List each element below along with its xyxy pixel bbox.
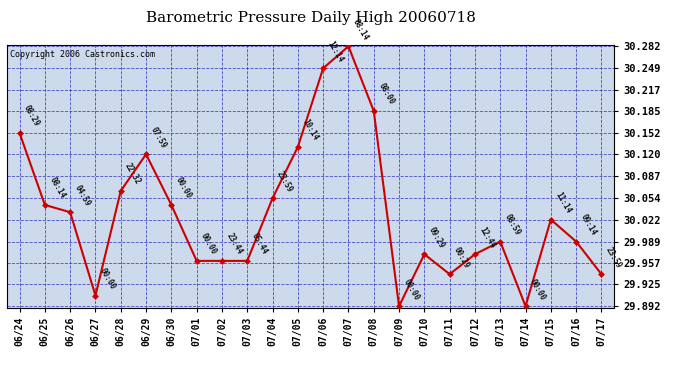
Text: 08:00: 08:00: [376, 82, 395, 106]
Text: 00:00: 00:00: [174, 176, 193, 200]
Text: Copyright 2006 Castronics.com: Copyright 2006 Castronics.com: [10, 50, 155, 59]
Text: 23:59: 23:59: [604, 245, 623, 270]
Text: 07:59: 07:59: [148, 125, 168, 150]
Text: 00:00: 00:00: [199, 232, 219, 256]
Text: 00:00: 00:00: [98, 267, 117, 291]
Text: 04:59: 04:59: [72, 183, 92, 208]
Text: 12:44: 12:44: [477, 225, 497, 250]
Text: 23:59: 23:59: [275, 169, 295, 194]
Text: 09:29: 09:29: [427, 225, 446, 250]
Text: 10:14: 10:14: [300, 118, 319, 142]
Text: Barometric Pressure Daily High 20060718: Barometric Pressure Daily High 20060718: [146, 11, 475, 25]
Text: 00:00: 00:00: [528, 277, 547, 302]
Text: 11:14: 11:14: [553, 190, 573, 215]
Text: 08:14: 08:14: [48, 176, 67, 200]
Text: 08:59: 08:59: [503, 213, 522, 237]
Text: 00:29: 00:29: [452, 245, 471, 270]
Text: 08:29: 08:29: [22, 104, 41, 128]
Text: 08:14: 08:14: [351, 17, 371, 42]
Text: 00:00: 00:00: [402, 277, 421, 302]
Text: 22:32: 22:32: [124, 162, 143, 186]
Text: 05:44: 05:44: [250, 232, 269, 256]
Text: 09:14: 09:14: [579, 213, 598, 237]
Text: 12:14: 12:14: [326, 39, 345, 64]
Text: 23:44: 23:44: [224, 232, 244, 256]
